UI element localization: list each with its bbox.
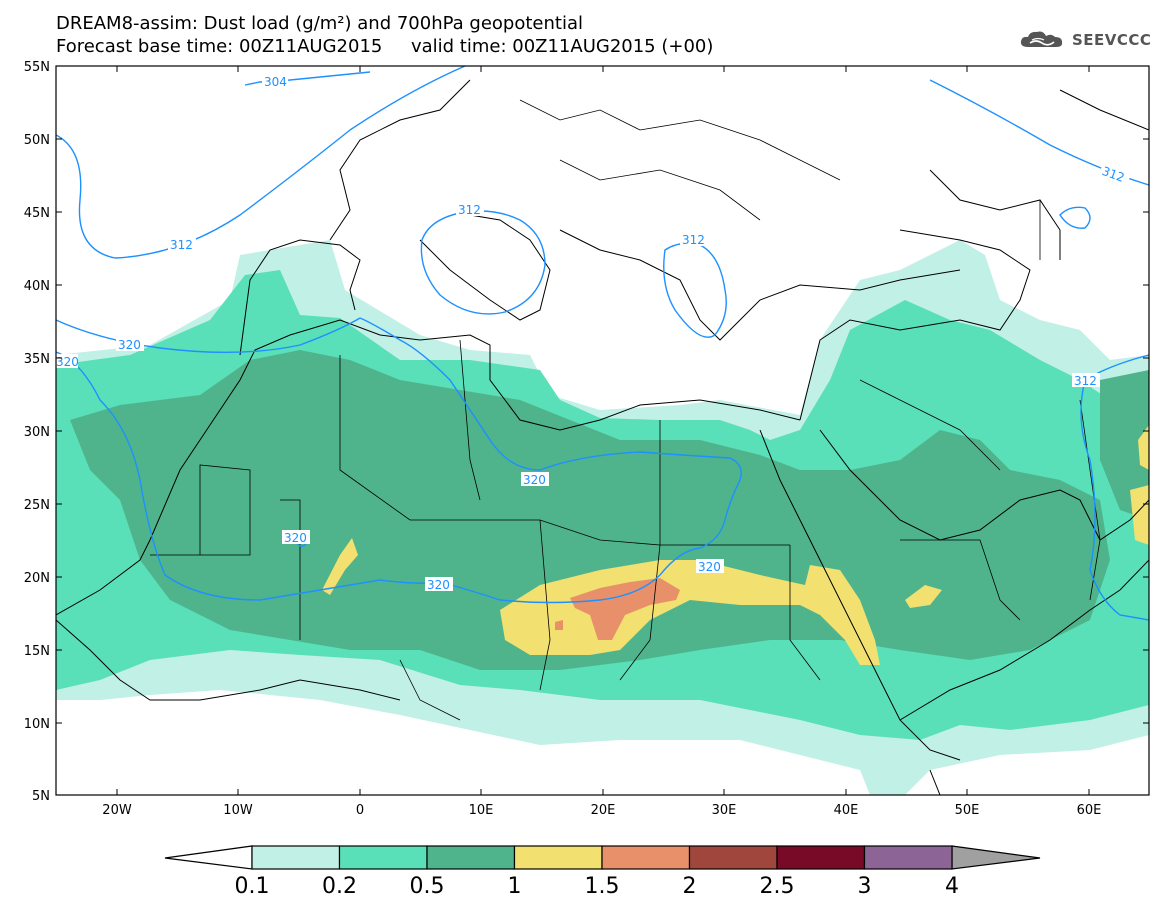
contour-label-320-west: 320 — [118, 338, 141, 352]
country-borders — [150, 99, 1101, 721]
lat-label-40n: 40N — [24, 279, 50, 294]
dust-field-1-east-b — [1138, 425, 1149, 470]
chart-title-line-2: Forecast base time: 00Z11AUG2015 valid t… — [56, 36, 714, 57]
colorbar-label: 0.2 — [322, 874, 357, 899]
colorbar-label: 0.5 — [410, 874, 445, 899]
lon-label-50e: 50E — [955, 803, 980, 818]
contour-label-320-edge: 320 — [56, 355, 79, 369]
lon-label-20w: 20W — [102, 803, 132, 818]
dust-field-1-small-b — [905, 585, 942, 608]
colorbar: 0.1 0.2 0.5 1 1.5 2 2.5 3 4 — [164, 845, 1041, 899]
contour-label-312-greece: 312 — [682, 233, 705, 247]
lat-label-35n: 35N — [24, 352, 50, 367]
colorbar-label: 4 — [945, 874, 959, 899]
lon-label-0: 0 — [356, 803, 364, 818]
lat-label-10n: 10N — [24, 717, 50, 732]
dust-field-1-small-a — [322, 538, 358, 595]
lon-label-60e: 60E — [1077, 803, 1102, 818]
contour-label-312-se: 312 — [1074, 374, 1097, 388]
colorbar-label: 2.5 — [760, 874, 795, 899]
lon-label-30e: 30E — [712, 803, 737, 818]
colorbar-label: 3 — [858, 874, 872, 899]
lat-label-25n: 25N — [24, 498, 50, 513]
chart-title-line-1: DREAM8-assim: Dust load (g/m²) and 700hP… — [56, 13, 583, 34]
colorbar-label: 1.5 — [585, 874, 620, 899]
contour-label-312-italy: 312 — [458, 203, 481, 217]
colorbar-box — [426, 845, 516, 870]
contour-label-320-niger: 320 — [427, 578, 450, 592]
lon-label-20e: 20E — [591, 803, 616, 818]
colorbar-box — [601, 845, 691, 870]
contour-label-320-libya: 320 — [523, 473, 546, 487]
colorbar-label: 2 — [683, 874, 697, 899]
lon-label-40e: 40E — [834, 803, 859, 818]
colorbar-box — [688, 845, 778, 870]
colorbar-low-arrow — [164, 845, 253, 870]
lat-label-15n: 15N — [24, 644, 50, 659]
contour-320-west — [56, 317, 361, 354]
contour-320-main — [56, 317, 742, 604]
colorbar-box — [251, 845, 341, 870]
dust-field-1 — [500, 560, 880, 665]
contour-312-west — [56, 66, 466, 259]
latitude-axis: 55N 50N 45N 40N 35N 30N 25N 20N 15N 10N … — [24, 60, 1149, 804]
lat-label-20n: 20N — [24, 571, 50, 586]
colorbar-box — [338, 845, 428, 870]
longitude-axis: 20W 10W 0 10E 20E 30E 40E 50E 60E — [102, 66, 1101, 818]
contour-label-group: 304 312 312 312 312 312 320 320 320 320 … — [56, 74, 1132, 592]
cloud-icon — [1020, 31, 1063, 47]
contour-312-ne-small — [1059, 206, 1091, 229]
lat-label-55n: 55N — [24, 60, 50, 75]
lat-label-5n: 5N — [32, 789, 50, 804]
colorbar-high-arrow — [951, 845, 1041, 870]
colorbar-box — [776, 845, 866, 870]
logo-text: SEEVCCC — [1072, 31, 1152, 49]
colorbar-label: 1 — [508, 874, 522, 899]
contour-label-312-west: 312 — [170, 238, 193, 252]
geopotential-contours — [56, 66, 1149, 621]
dust-field-1-5 — [570, 578, 680, 640]
dust-field-1-east — [1130, 485, 1149, 545]
dust-field-1-5-small — [555, 620, 563, 630]
lat-label-45n: 45N — [24, 206, 50, 221]
contour-label-320-sudan: 320 — [698, 560, 721, 574]
colorbar-box — [863, 845, 953, 870]
contour-label-304: 304 — [264, 75, 287, 89]
contour-label-320-mali: 320 — [284, 531, 307, 545]
seevccc-logo: SEEVCCC — [1018, 28, 1151, 52]
colorbar-label: 0.1 — [235, 874, 270, 899]
lon-label-10e: 10E — [469, 803, 494, 818]
lat-label-50n: 50N — [24, 133, 50, 148]
colorbar-box — [513, 845, 603, 870]
coastlines — [56, 79, 1149, 795]
lon-label-10w: 10W — [223, 803, 253, 818]
lat-label-30n: 30N — [24, 425, 50, 440]
contour-304 — [244, 71, 371, 86]
dust-field-0-5-east — [1100, 370, 1149, 520]
map-plot-area: 304 312 312 312 312 312 320 320 320 320 … — [56, 66, 1149, 795]
